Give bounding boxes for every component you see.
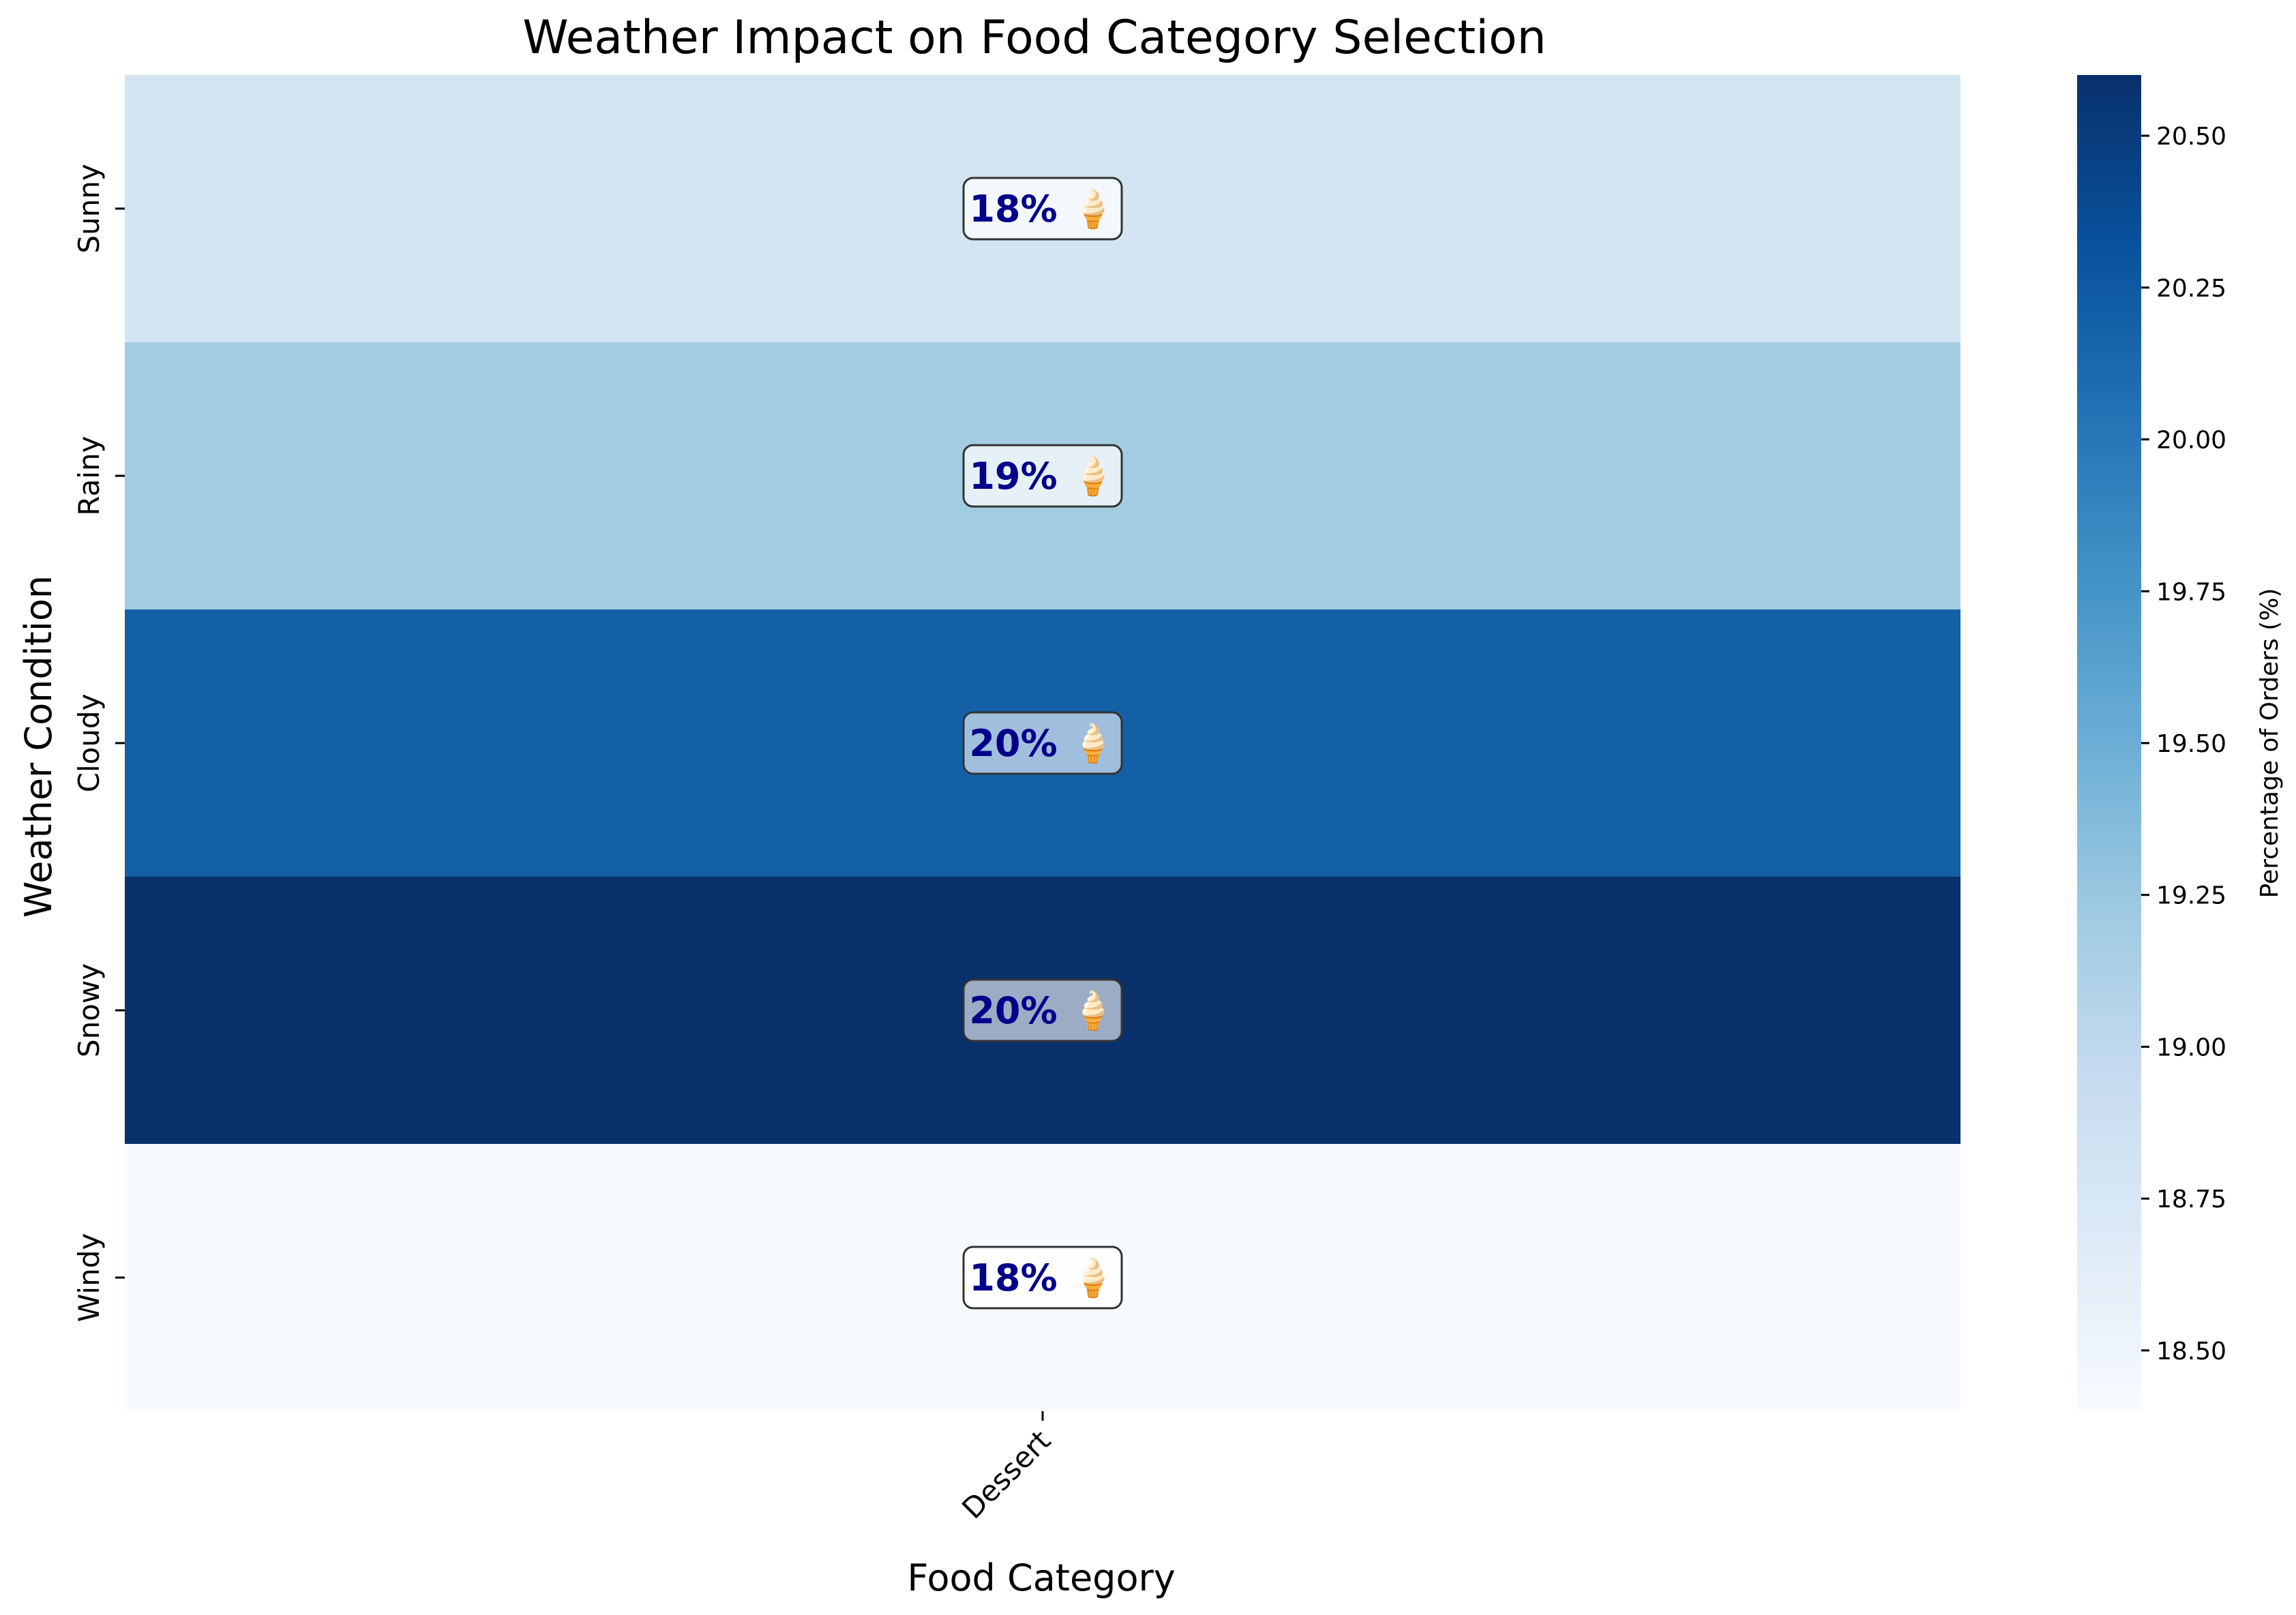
annotation-label: 18% 🍦: [969, 1256, 1116, 1299]
y-axis: Sunny Rainy Cloudy Snowy Windy: [72, 164, 125, 1322]
annotation-label: 18% 🍦: [969, 187, 1116, 230]
colorbar-tick-label: 19.50: [2156, 730, 2226, 758]
y-tick-label: Rainy: [72, 436, 106, 515]
y-tick-label: Windy: [72, 1233, 106, 1322]
colorbar-tick-label: 20.50: [2156, 123, 2226, 151]
x-axis: Dessert: [955, 1411, 1057, 1525]
colorbar-tick-label: 19.75: [2156, 578, 2226, 606]
annotation-box: [962, 177, 1123, 241]
y-tick-label: Sunny: [72, 164, 106, 253]
y-axis-label: Weather Condition: [17, 575, 60, 918]
annotation-box: [962, 444, 1123, 508]
colorbar: [2077, 75, 2141, 1411]
colorbar-tick-label: 18.50: [2156, 1338, 2226, 1365]
cell-annotations: 18% 🍦 19% 🍦 20% 🍦 20% 🍦 18% 🍦: [962, 177, 1123, 1310]
chart-title: Weather Impact on Food Category Selectio…: [522, 11, 1546, 65]
colorbar-tick-label: 20.00: [2156, 427, 2226, 455]
y-tick-label: Snowy: [72, 963, 106, 1057]
annotation-box: [962, 1246, 1123, 1310]
y-tick-label: Cloudy: [72, 694, 106, 793]
annotation-box: [962, 978, 1123, 1042]
colorbar-ticks: 18.50 18.75 19.00 19.25 19.50 19.75 20.00 20.25…: [2141, 123, 2226, 1365]
annotation-label: 19% 🍦: [969, 455, 1116, 498]
x-axis-label: Food Category: [907, 1556, 1175, 1599]
x-tick-label: Dessert: [955, 1423, 1057, 1525]
colorbar-tick-label: 19.00: [2156, 1033, 2226, 1061]
colorbar-tick-label: 20.25: [2156, 275, 2226, 303]
annotation-box: [962, 711, 1123, 775]
colorbar-tick-label: 19.25: [2156, 882, 2226, 910]
annotation-label: 20% 🍦: [969, 989, 1116, 1032]
colorbar-label: Percentage of Orders (%): [2256, 588, 2284, 899]
colorbar-tick-label: 18.75: [2156, 1186, 2226, 1213]
annotation-label: 20% 🍦: [969, 722, 1116, 765]
